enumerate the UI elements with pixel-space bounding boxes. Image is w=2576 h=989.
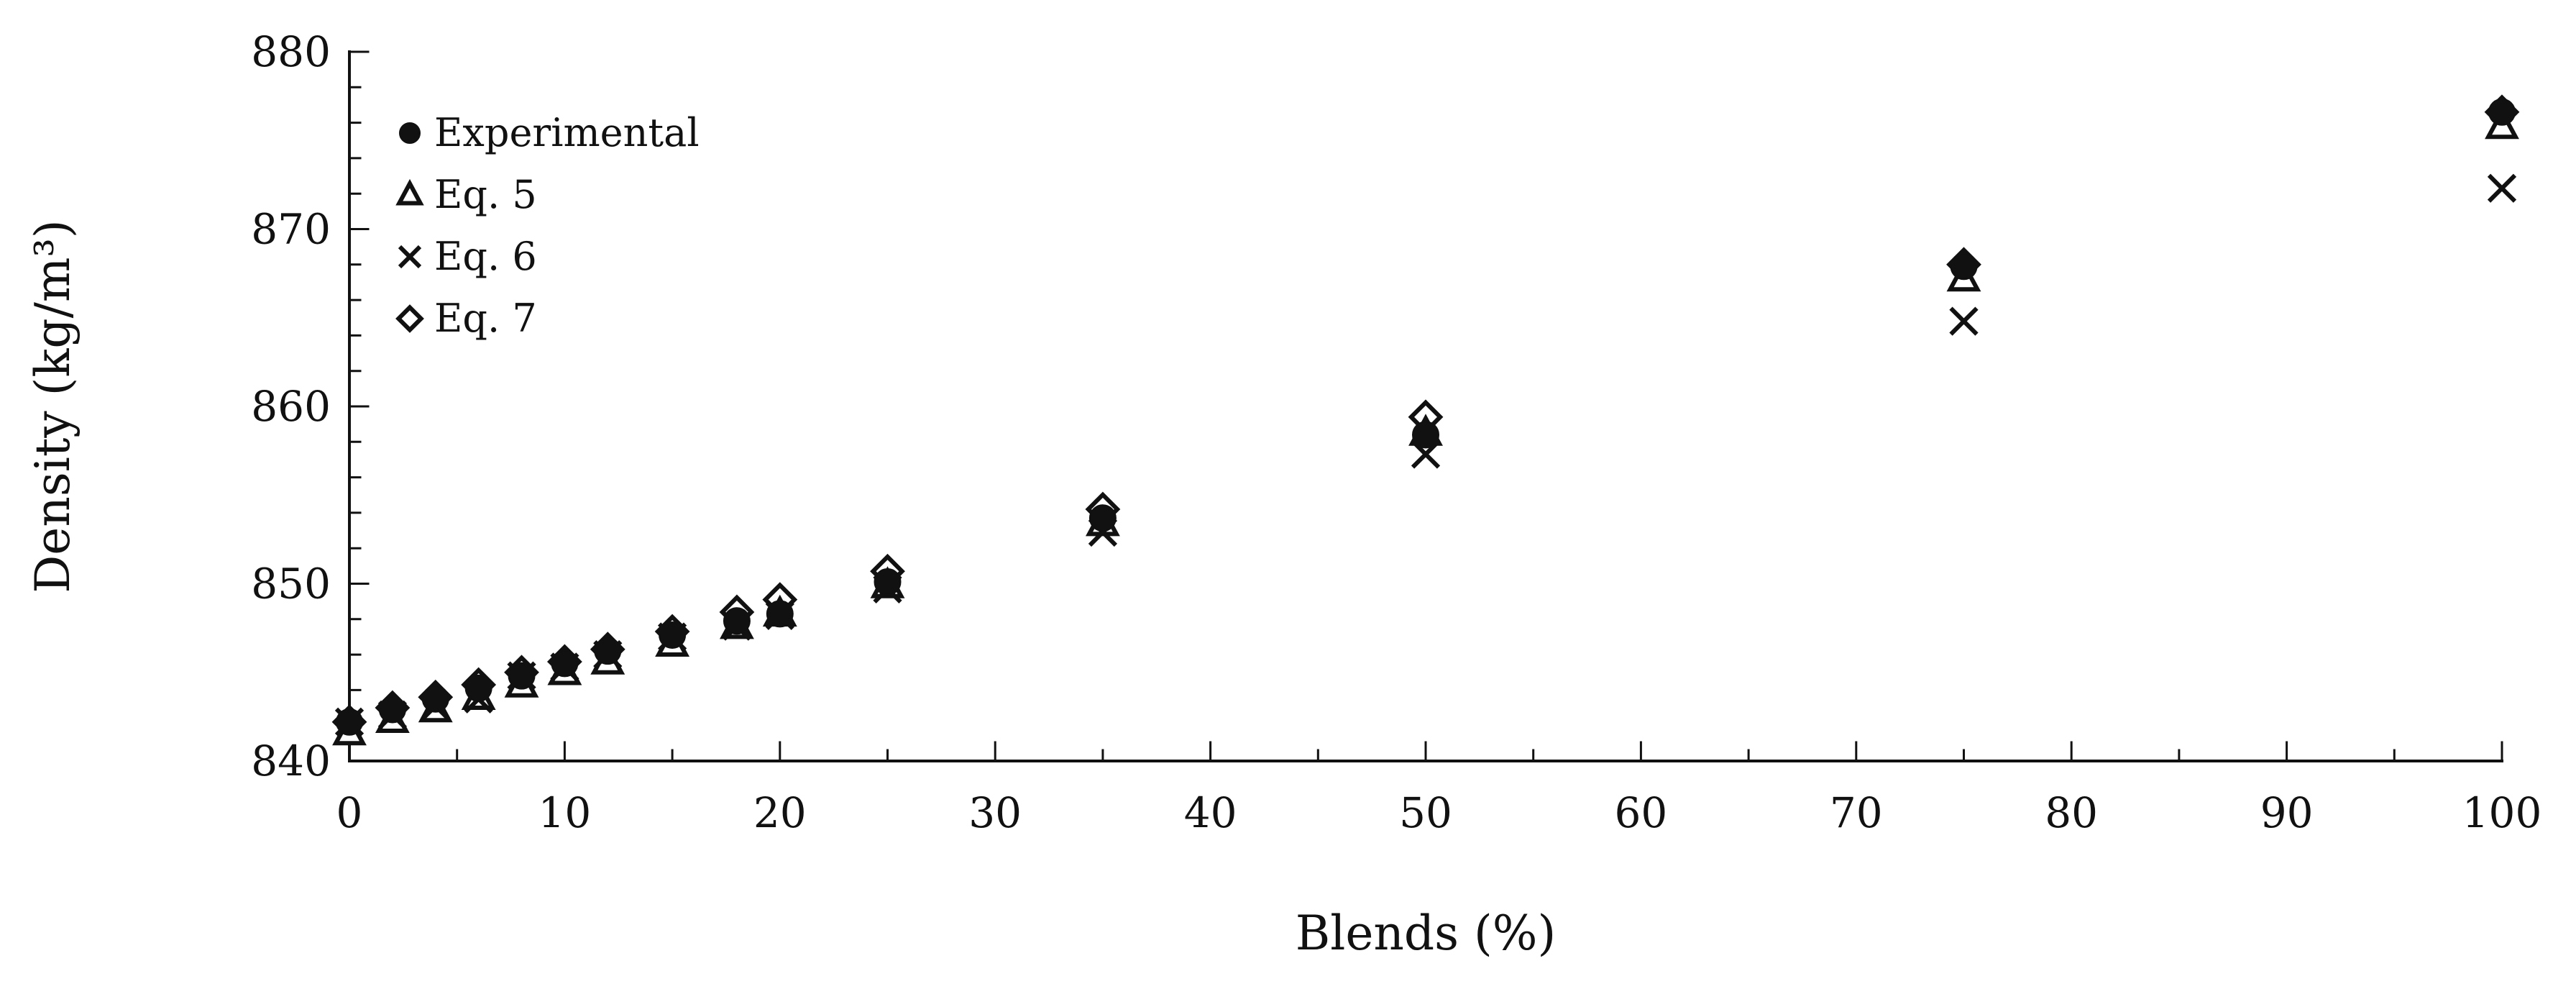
ticks-layer: 0 10 20 30 40 50 60 70 80 90 100 840 850 860 870 880 (251, 27, 2541, 837)
legend: Experimental Eq. 5 Eq. 6 Eq. 7 (395, 110, 700, 341)
x-tick-label: 20 (753, 788, 807, 837)
experimental-point (378, 696, 406, 724)
experimental-point (1950, 252, 1978, 281)
points-layer (331, 94, 2520, 746)
experimental-point (874, 568, 902, 596)
experimental-point (464, 674, 492, 702)
x-tick-label: 0 (336, 788, 363, 837)
y-tick-label: 860 (251, 382, 331, 431)
y-tick-label: 870 (251, 205, 331, 254)
experimental-point (1412, 421, 1439, 449)
experimental-point (508, 662, 536, 690)
y-axis-label: Density (kg/m³) (25, 219, 81, 593)
x-tick-label: 80 (2045, 788, 2098, 837)
y-tick-label: 840 (251, 737, 331, 785)
x-axis-label: Blends (%) (1296, 906, 1556, 961)
legend-label: Eq. 7 (434, 296, 537, 341)
experimental-point (551, 650, 579, 678)
experimental-point (723, 607, 751, 635)
experimental-point (659, 621, 687, 649)
x-tick-label: 60 (1614, 788, 1667, 837)
x-tick-label: 100 (2462, 788, 2542, 837)
x-tick-label: 40 (1184, 788, 1237, 837)
eq-7-point (395, 304, 424, 333)
eq-6-point (398, 245, 422, 269)
eq-6-point-stroke-b (2487, 173, 2517, 203)
legend-label: Eq. 5 (434, 172, 537, 217)
eq-6-point-stroke-b (1949, 306, 1979, 336)
eq-6-point-stroke-b (1411, 439, 1441, 469)
x-tick-label: 10 (538, 788, 591, 837)
eq-6-point (1949, 306, 1979, 336)
experimental-point (336, 708, 363, 736)
x-tick-label: 50 (1399, 788, 1452, 837)
legend-label: Experimental (434, 110, 700, 155)
experimental-point (2488, 98, 2516, 126)
x-tick-label: 30 (968, 788, 1022, 837)
eq-6-point (1411, 439, 1441, 469)
y-tick-label: 880 (251, 27, 331, 76)
legend-label: Eq. 6 (434, 234, 537, 279)
x-tick-label: 90 (2260, 788, 2314, 837)
experimental-point (399, 122, 421, 144)
x-tick-label: 70 (1830, 788, 1883, 837)
experimental-point (766, 600, 794, 628)
experimental-point (594, 637, 622, 665)
eq-6-point-stroke-b (398, 245, 422, 269)
experimental-point (421, 685, 449, 713)
experimental-point (1088, 504, 1117, 532)
eq-6-point (2487, 173, 2517, 203)
y-tick-label: 850 (251, 560, 331, 609)
eq-5-point (395, 178, 424, 206)
